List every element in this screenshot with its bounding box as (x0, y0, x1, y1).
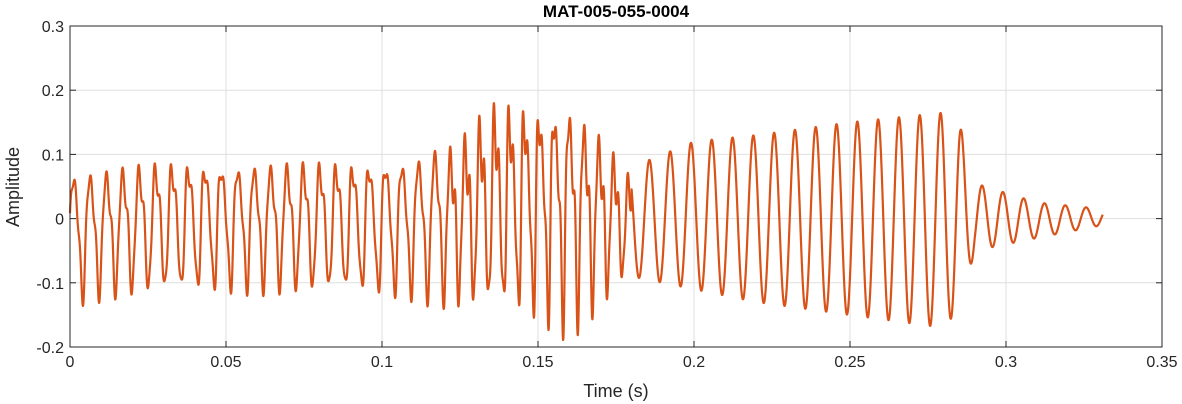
chart-title: MAT-005-055-0004 (543, 2, 690, 21)
x-tick-label: 0.35 (1146, 354, 1177, 371)
y-axis-label: Amplitude (3, 147, 23, 227)
x-tick-label: 0.25 (834, 354, 865, 371)
x-tick-labels: 0 0.05 0.1 0.15 0.2 0.25 0.3 0.35 (66, 354, 1178, 371)
y-tick-label: -0.2 (36, 340, 64, 357)
x-tick-label: 0.3 (995, 354, 1017, 371)
y-tick-label: 0.2 (42, 83, 64, 100)
x-tick-label: 0.05 (210, 354, 241, 371)
x-tick-label: 0.15 (522, 354, 553, 371)
y-tick-label: 0 (55, 212, 64, 229)
y-tick-label: 0.1 (42, 147, 64, 164)
x-axis-label: Time (s) (583, 381, 648, 401)
axes-box (69, 25, 1163, 348)
series-line (68, 102, 1104, 342)
x-tick-label: 0 (66, 354, 75, 371)
axes (69, 25, 1163, 348)
y-tick-labels: -0.2 -0.1 0 0.1 0.2 0.3 (36, 19, 64, 357)
plot-area (68, 102, 1104, 342)
y-tick-label: -0.1 (36, 276, 64, 293)
y-tick-label: 0.3 (42, 19, 64, 36)
x-tick-label: 0.2 (683, 354, 705, 371)
x-tick-label: 0.1 (371, 354, 393, 371)
